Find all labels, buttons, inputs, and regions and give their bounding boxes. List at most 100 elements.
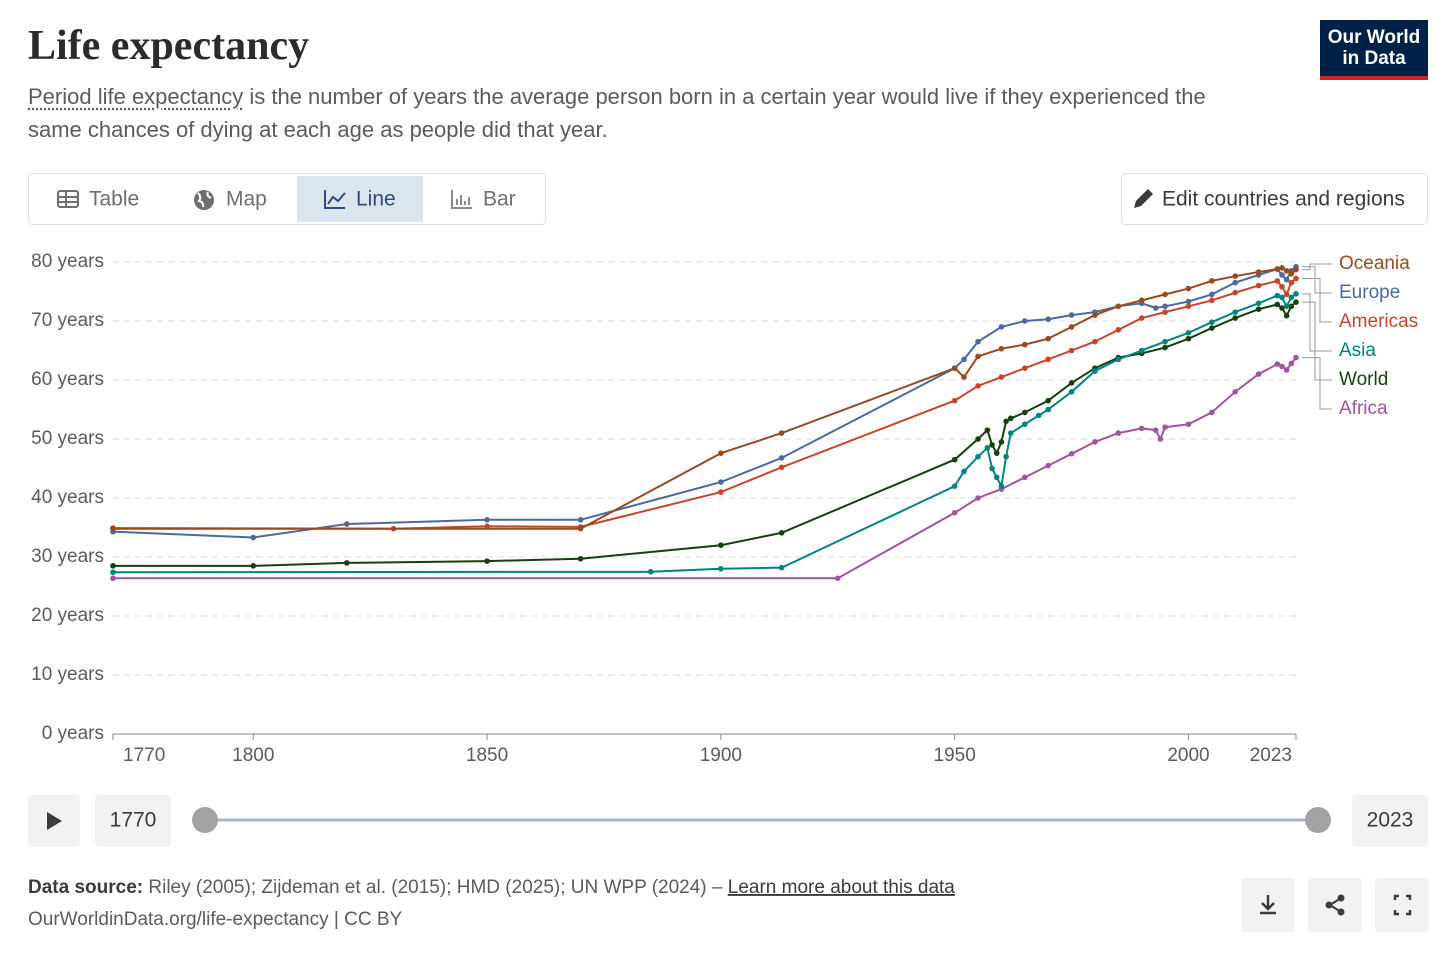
data-point: [951, 456, 958, 463]
y-tick-label: 20 years: [31, 605, 104, 626]
data-point: [1092, 338, 1098, 345]
data-point: [1092, 312, 1098, 318]
series-line: [113, 356, 1297, 580]
data-point: [1157, 436, 1164, 442]
x-tick-label: 1800: [232, 745, 274, 766]
series-line: [112, 277, 1297, 530]
data-point: [110, 525, 116, 532]
data-point: [1283, 312, 1290, 319]
data-point: [1293, 299, 1299, 305]
data-point: [1209, 319, 1215, 325]
data-point: [1232, 279, 1239, 286]
tab-label: Map: [226, 188, 267, 211]
tab-label: Bar: [483, 188, 516, 211]
data-point: [1185, 421, 1192, 428]
tab-label: Table: [89, 188, 139, 211]
data-point: [998, 324, 1005, 330]
pencil-icon: [1134, 189, 1153, 208]
data-point: [1068, 380, 1075, 386]
series-line: [112, 293, 1297, 574]
data-point: [975, 495, 981, 501]
legend-label: Americas: [1339, 311, 1418, 332]
tab[interactable]: Table: [57, 188, 139, 211]
data-point: [1092, 368, 1098, 374]
tab[interactable]: Bar: [451, 188, 516, 211]
download-button[interactable]: [1241, 878, 1295, 932]
data-point: [1209, 409, 1215, 416]
subtitle-link[interactable]: Period life expectancy: [28, 84, 244, 109]
data-point: [1185, 330, 1192, 336]
data-point: [1092, 439, 1098, 445]
tab[interactable]: Line: [324, 188, 396, 211]
data-point: [1274, 266, 1281, 272]
data-point: [778, 530, 785, 536]
data-point: [1255, 269, 1262, 275]
share-button[interactable]: [1308, 878, 1362, 932]
data-point: [1185, 303, 1192, 310]
data-point: [1274, 301, 1281, 308]
data-point: [1007, 415, 1014, 422]
tab-active-bg: [297, 176, 423, 222]
data-point: [1068, 450, 1075, 457]
data-point: [1209, 278, 1215, 284]
data-point: [778, 464, 785, 471]
learn-more-link[interactable]: Learn more about this data: [728, 877, 956, 898]
fullscreen-button[interactable]: [1375, 878, 1429, 932]
data-point: [1255, 306, 1262, 313]
x-tick-label: 1900: [700, 745, 742, 766]
data-point: [975, 353, 981, 360]
data-point: [1068, 389, 1075, 395]
logo-text: Our World: [1328, 27, 1421, 48]
data-point: [718, 479, 724, 485]
data-point: [1003, 453, 1009, 460]
data-point: [1045, 335, 1051, 342]
logo[interactable]: Our World in Data: [1320, 20, 1428, 80]
data-point: [1162, 309, 1168, 315]
data-point: [984, 445, 991, 451]
logo-bar: [1320, 76, 1428, 80]
data-point: [647, 568, 654, 575]
edit-button[interactable]: Edit countries and regions: [1121, 173, 1428, 225]
chart-subtitle: Period life expectancy is the number of …: [28, 80, 1208, 146]
data-point: [998, 483, 1005, 490]
data-point: [998, 374, 1005, 380]
legend-connector: [1302, 301, 1332, 381]
button-box: [1308, 878, 1362, 932]
timeline-handle[interactable]: [1305, 807, 1331, 833]
share-icon-dot: [1325, 901, 1333, 909]
map-icon-detail: [197, 191, 212, 208]
x-tick-label: 1850: [466, 745, 508, 766]
play-button[interactable]: [28, 795, 80, 847]
data-point: [1185, 285, 1192, 292]
series-line: [112, 265, 1297, 539]
data-point: [1279, 363, 1285, 370]
data-point: [1185, 335, 1192, 342]
data-point: [984, 427, 991, 433]
legend-label: Europe: [1339, 282, 1400, 303]
bar-icon: [451, 190, 472, 209]
data-point: [1293, 291, 1299, 297]
data-point: [1274, 292, 1281, 299]
data-point: [1293, 275, 1299, 282]
timeline-handle[interactable]: [192, 807, 218, 833]
data-point: [998, 345, 1005, 352]
y-tick-label: 10 years: [31, 664, 104, 685]
data-point: [1138, 347, 1145, 354]
data-point: [1288, 279, 1295, 286]
subtitle-text: is the number of years the average perso…: [28, 84, 1206, 142]
data-point: [1045, 406, 1051, 413]
data-point: [778, 564, 785, 571]
x-tick-label: 2023: [1250, 745, 1292, 766]
data-point: [1283, 303, 1290, 310]
legend-label: Africa: [1339, 398, 1388, 419]
y-tick-label: 0 years: [42, 723, 104, 744]
table-icon-lines: [58, 191, 78, 207]
legend-connector: [1302, 266, 1332, 294]
data-point: [1209, 291, 1215, 298]
data-point: [1232, 389, 1239, 395]
data-point: [1288, 360, 1295, 367]
tab[interactable]: Map: [194, 188, 267, 211]
